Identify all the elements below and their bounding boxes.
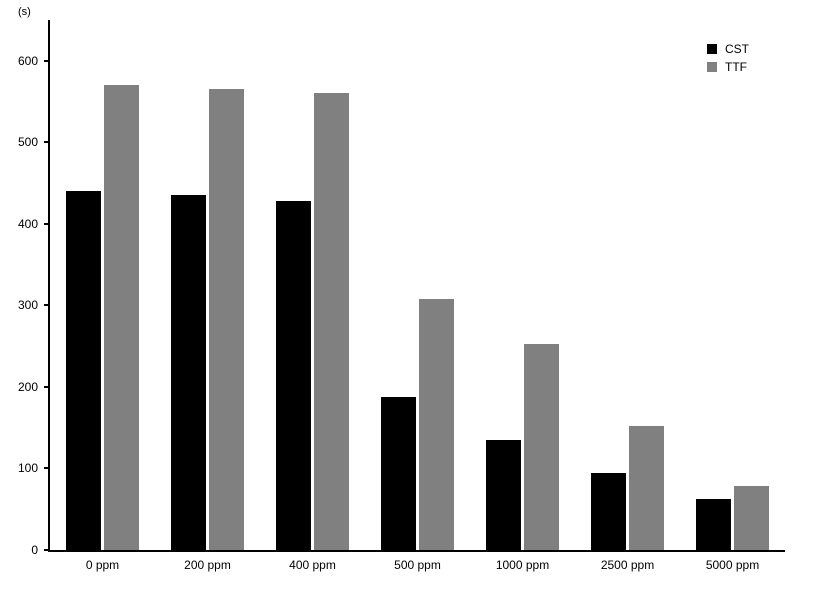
x-tick-label: 200 ppm xyxy=(184,550,231,572)
y-tick-mark xyxy=(44,549,50,551)
y-tick-label: 300 xyxy=(18,298,40,312)
legend-item: TTF xyxy=(707,60,749,74)
y-tick-mark xyxy=(44,386,50,388)
x-tick-label: 2500 ppm xyxy=(601,550,654,572)
bar xyxy=(486,440,522,550)
y-tick: 300 xyxy=(18,298,50,312)
bar xyxy=(591,473,627,550)
y-tick-mark xyxy=(44,223,50,225)
bar xyxy=(419,299,455,550)
y-tick: 400 xyxy=(18,217,50,231)
y-tick: 600 xyxy=(18,54,50,68)
bar xyxy=(314,93,350,550)
y-tick-label: 500 xyxy=(18,135,40,149)
y-tick-label: 200 xyxy=(18,380,40,394)
legend-label: CST xyxy=(725,42,749,56)
x-tick-label: 400 ppm xyxy=(289,550,336,572)
bar xyxy=(104,85,140,550)
legend-swatch xyxy=(707,62,717,72)
bar xyxy=(696,499,732,550)
plot-area: (s) 01002003004005006000 ppm200 ppm400 p… xyxy=(48,20,785,552)
bars-layer xyxy=(50,20,785,550)
legend: CST TTF xyxy=(707,42,749,78)
legend-swatch xyxy=(707,44,717,54)
bar xyxy=(524,344,560,550)
y-tick-mark xyxy=(44,467,50,469)
bar xyxy=(171,195,207,550)
x-tick-label: 500 ppm xyxy=(394,550,441,572)
legend-item: CST xyxy=(707,42,749,56)
bar xyxy=(209,89,245,550)
y-tick-mark xyxy=(44,304,50,306)
legend-label: TTF xyxy=(725,60,747,74)
y-tick-mark xyxy=(44,141,50,143)
y-tick-label: 100 xyxy=(18,461,40,475)
chart-container: (s) 0 100 200 300 400 500 600 0 ppm 200 ppm 400 p… xyxy=(0,0,819,615)
x-tick-label: 0 ppm xyxy=(86,550,119,572)
y-tick-mark xyxy=(44,60,50,62)
bar xyxy=(734,486,770,550)
y-tick: 500 xyxy=(18,135,50,149)
x-tick-label: 5000 ppm xyxy=(706,550,759,572)
bar xyxy=(66,191,102,550)
y-tick-label: 400 xyxy=(18,217,40,231)
y-axis-unit-label: (s) xyxy=(18,6,31,18)
y-tick: 0 xyxy=(31,543,50,557)
y-tick-label: 600 xyxy=(18,54,40,68)
bar xyxy=(276,201,312,550)
y-tick: 200 xyxy=(18,380,50,394)
y-tick: 100 xyxy=(18,461,50,475)
x-tick-label: 1000 ppm xyxy=(496,550,549,572)
bar xyxy=(381,397,417,550)
bar xyxy=(629,426,665,550)
y-tick-label: 0 xyxy=(31,543,40,557)
